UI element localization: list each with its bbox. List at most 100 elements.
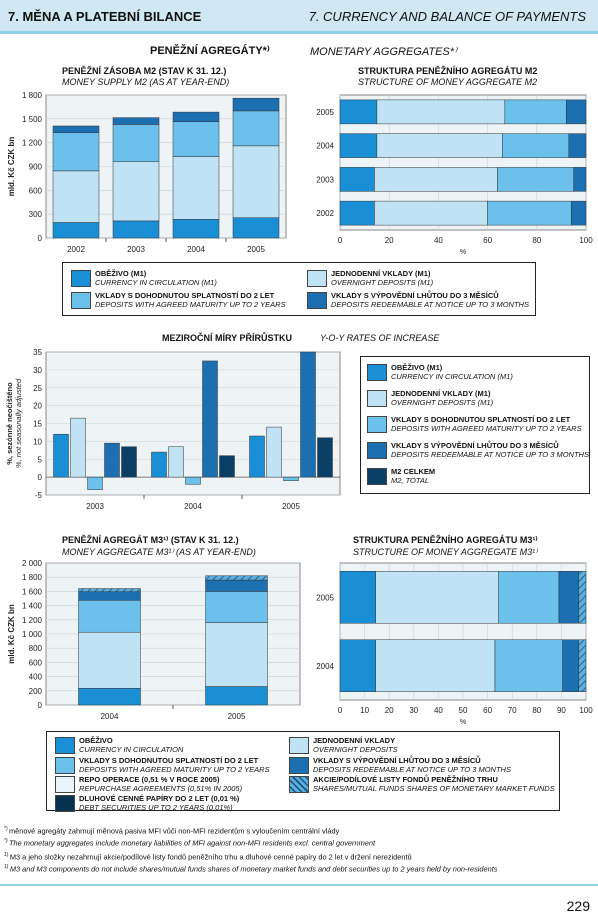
chart3-ytick-label: 5 xyxy=(38,455,43,464)
legend-label-en: SHARES/MUTUAL FUNDS SHARES OF MONETARY M… xyxy=(313,784,555,793)
chart5-bar-segment xyxy=(498,571,560,624)
chart2-ytick-label: 2002 xyxy=(316,209,334,218)
chart5-bar-segment xyxy=(375,639,496,692)
header-right: 7. CURRENCY AND BALANCE OF PAYMENTS xyxy=(308,9,586,24)
chart2-bar-segment xyxy=(504,99,567,125)
chart1-ytick-label: 600 xyxy=(29,186,43,195)
chart3-bar xyxy=(185,476,201,485)
legend-swatch xyxy=(55,757,75,774)
chart5-subtitle: STRUCTURE OF MONEY AGGREGATE M3¹⁾ xyxy=(353,547,538,557)
legend-swatch xyxy=(55,776,75,793)
footnote-mark: *) xyxy=(4,838,9,844)
footnote: 1) M3 and M3 components do not include s… xyxy=(4,864,498,873)
chart1-ytick-label: 1 200 xyxy=(22,139,43,148)
legend-label-cz: VKLADY S DOHODNUTOU SPLATNOSTÍ DO 2 LET xyxy=(79,756,259,765)
chart2-bar-segment xyxy=(487,200,572,226)
chart1-bar-segment xyxy=(172,156,220,220)
chart1-bar-segment xyxy=(232,217,280,239)
legend-label-cz: VKLADY S DOHODNUTOU SPLATNOSTÍ DO 2 LET xyxy=(95,291,275,300)
legend-label-en: DEPOSITS REDEEMABLE AT NOTICE UP TO 3 MO… xyxy=(313,765,511,774)
chart5-bar-segment xyxy=(339,571,376,624)
legend-label-cz: VKLADY S VÝPOVĚDNÍ LHŮTOU DO 3 MĚSÍCŮ xyxy=(331,291,499,300)
chart3-ylabel-cz: %, sezónně neočištěno xyxy=(5,382,14,465)
footnote: *) The monetary aggregates include monet… xyxy=(4,838,375,847)
chart2-bar-segment xyxy=(339,99,378,125)
chart5-xtick-label: 10 xyxy=(360,706,369,715)
chart3-bar xyxy=(249,435,265,478)
chart2-xlabel: % xyxy=(460,249,466,256)
page-header: 7. MĚNA A PLATEBNÍ BILANCE 7. CURRENCY A… xyxy=(0,0,598,34)
legend-label-en: OVERNIGHT DEPOSITS xyxy=(313,745,398,754)
chart2-bar-segment xyxy=(376,99,506,125)
chart1-bar-segment xyxy=(232,145,280,218)
chart3-bar xyxy=(219,455,235,478)
chart2-bar-segment xyxy=(374,200,488,226)
chart3-ytick-label: 25 xyxy=(33,384,42,393)
legend-yoy: OBĚŽIVO (M1) CURRENCY IN CIRCULATION (M1)… xyxy=(360,356,590,494)
chart3-xtick-label: 2004 xyxy=(184,502,202,511)
chart2-bar-segment xyxy=(497,167,574,192)
chart1-xtick-label: 2005 xyxy=(247,245,265,254)
legend-label-en: OVERNIGHT DEPOSITS (M1) xyxy=(331,278,434,287)
footnote: 1) M3 a jeho složky nezahrnují akcie/pod… xyxy=(4,852,412,861)
chart4-ytick-label: 2 000 xyxy=(22,559,43,568)
header-left: 7. MĚNA A PLATEBNÍ BILANCE xyxy=(8,9,202,24)
legend-text: OBĚŽIVO (M1) CURRENCY IN CIRCULATION (M1) xyxy=(95,269,217,287)
footnote-mark: *) xyxy=(4,826,9,832)
chart4-bar-segment xyxy=(78,591,141,601)
footnote: *) měnové agregáty zahrnují měnová pasiv… xyxy=(4,826,339,835)
chart4-ylabel: mld. Kč CZK bn xyxy=(7,604,16,664)
chart5-xtick-label: 50 xyxy=(459,706,468,715)
footnote-mark: 1) xyxy=(4,864,10,870)
chart4-ytick-label: 800 xyxy=(29,644,43,653)
legend-text: REPO OPERACE (0,51 % V ROCE 2005) REPURCH… xyxy=(79,775,242,793)
footnote-text: M3 a jeho složky nezahrnují akcie/podílo… xyxy=(9,852,412,862)
legend-swatch xyxy=(367,442,387,459)
legend-swatch xyxy=(55,737,75,754)
chart3-bar xyxy=(168,446,184,478)
chart5-xtick-label: 0 xyxy=(338,706,343,715)
chart2-bar-segment xyxy=(566,99,587,125)
chart5-xlabel: % xyxy=(460,719,466,726)
legend-label-cz: JEDNODENNÍ VKLADY xyxy=(313,736,396,745)
legend-label-cz: VKLADY S DOHODNUTOU SPLATNOSTÍ DO 2 LET xyxy=(391,415,571,424)
legend-label-en: M2, TOTAL xyxy=(391,476,430,485)
chart1-bar-segment xyxy=(112,161,160,222)
chart1-subtitle: MONEY SUPPLY M2 (AS AT YEAR-END) xyxy=(62,77,230,87)
chart5-xtick-label: 90 xyxy=(557,706,566,715)
chart1-bar-segment xyxy=(52,222,100,239)
chart1-xtick-label: 2004 xyxy=(187,245,205,254)
chart2-bar-segment xyxy=(339,167,375,192)
chart2-xtick-label: 80 xyxy=(532,236,541,245)
chart5-bar-segment xyxy=(558,571,579,624)
chart4-bar-segment xyxy=(205,686,268,706)
legend-text: JEDNODENNÍ VKLADY (M1) OVERNIGHT DEPOSITS… xyxy=(331,269,433,287)
legend-label-en: REPURCHASE AGREEMENTS (0,51% IN 2005) xyxy=(79,784,243,793)
chart3-ytick-label: 35 xyxy=(33,348,42,357)
chart5-xtick-label: 40 xyxy=(434,706,443,715)
chart3-bar xyxy=(87,476,103,490)
legend-swatch xyxy=(307,270,327,287)
chart4-ytick-label: 1 200 xyxy=(22,616,43,625)
chart3-bar xyxy=(300,351,316,478)
legend-text: VKLADY S VÝPOVĚDNÍ LHŮTOU DO 3 MĚSÍCŮ DEP… xyxy=(313,756,511,774)
chart3-ytick-label: 20 xyxy=(33,402,42,411)
legend-label-cz: DLUHOVÉ CENNÉ PAPÍRY DO 2 LET (0,01 %) xyxy=(79,794,240,803)
chart3-bar xyxy=(121,446,137,478)
chart1-title: PENĚŽNÍ ZÁSOBA M2 (STAV K 31. 12.) xyxy=(62,66,227,76)
chart5-xtick-label: 30 xyxy=(409,706,418,715)
chart2-bar-segment xyxy=(339,200,375,226)
chart1-bar-segment xyxy=(172,111,220,122)
legend-swatch xyxy=(367,364,387,381)
chart1-bar-segment xyxy=(232,110,280,147)
chart2-ytick-label: 2005 xyxy=(316,108,334,117)
legend-label-en: DEPOSITS WITH AGREED MATURITY UP TO 2 YE… xyxy=(391,424,582,433)
chart4-bar-segment xyxy=(78,588,141,593)
chart4-ytick-label: 600 xyxy=(29,658,43,667)
legend-label-cz: M2 CELKEM xyxy=(391,467,436,476)
legend-text: VKLADY S DOHODNUTOU SPLATNOSTÍ DO 2 LET D… xyxy=(391,415,582,433)
chart4-bar-segment xyxy=(78,600,141,633)
legend-label-cz: VKLADY S VÝPOVĚDNÍ LHŮTOU DO 3 MĚSÍCŮ xyxy=(313,756,481,765)
chart1-xtick-label: 2003 xyxy=(127,245,145,254)
footnote-text: M3 and M3 components do not include shar… xyxy=(9,864,498,874)
